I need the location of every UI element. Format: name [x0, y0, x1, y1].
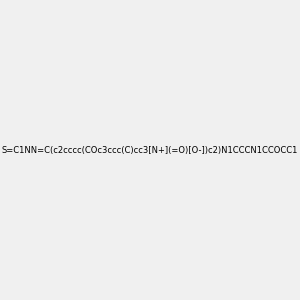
- Text: S=C1NN=C(c2cccc(COc3ccc(C)cc3[N+](=O)[O-])c2)N1CCCN1CCOCC1: S=C1NN=C(c2cccc(COc3ccc(C)cc3[N+](=O)[O-…: [2, 146, 298, 154]
